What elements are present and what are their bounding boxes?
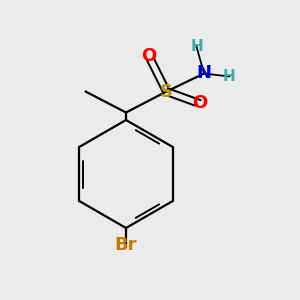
Text: O: O [192,94,207,112]
Text: O: O [141,46,156,64]
Text: N: N [196,64,211,82]
Text: S: S [160,82,173,100]
Text: H: H [223,69,236,84]
Text: H: H [190,39,203,54]
Text: Br: Br [115,236,137,253]
